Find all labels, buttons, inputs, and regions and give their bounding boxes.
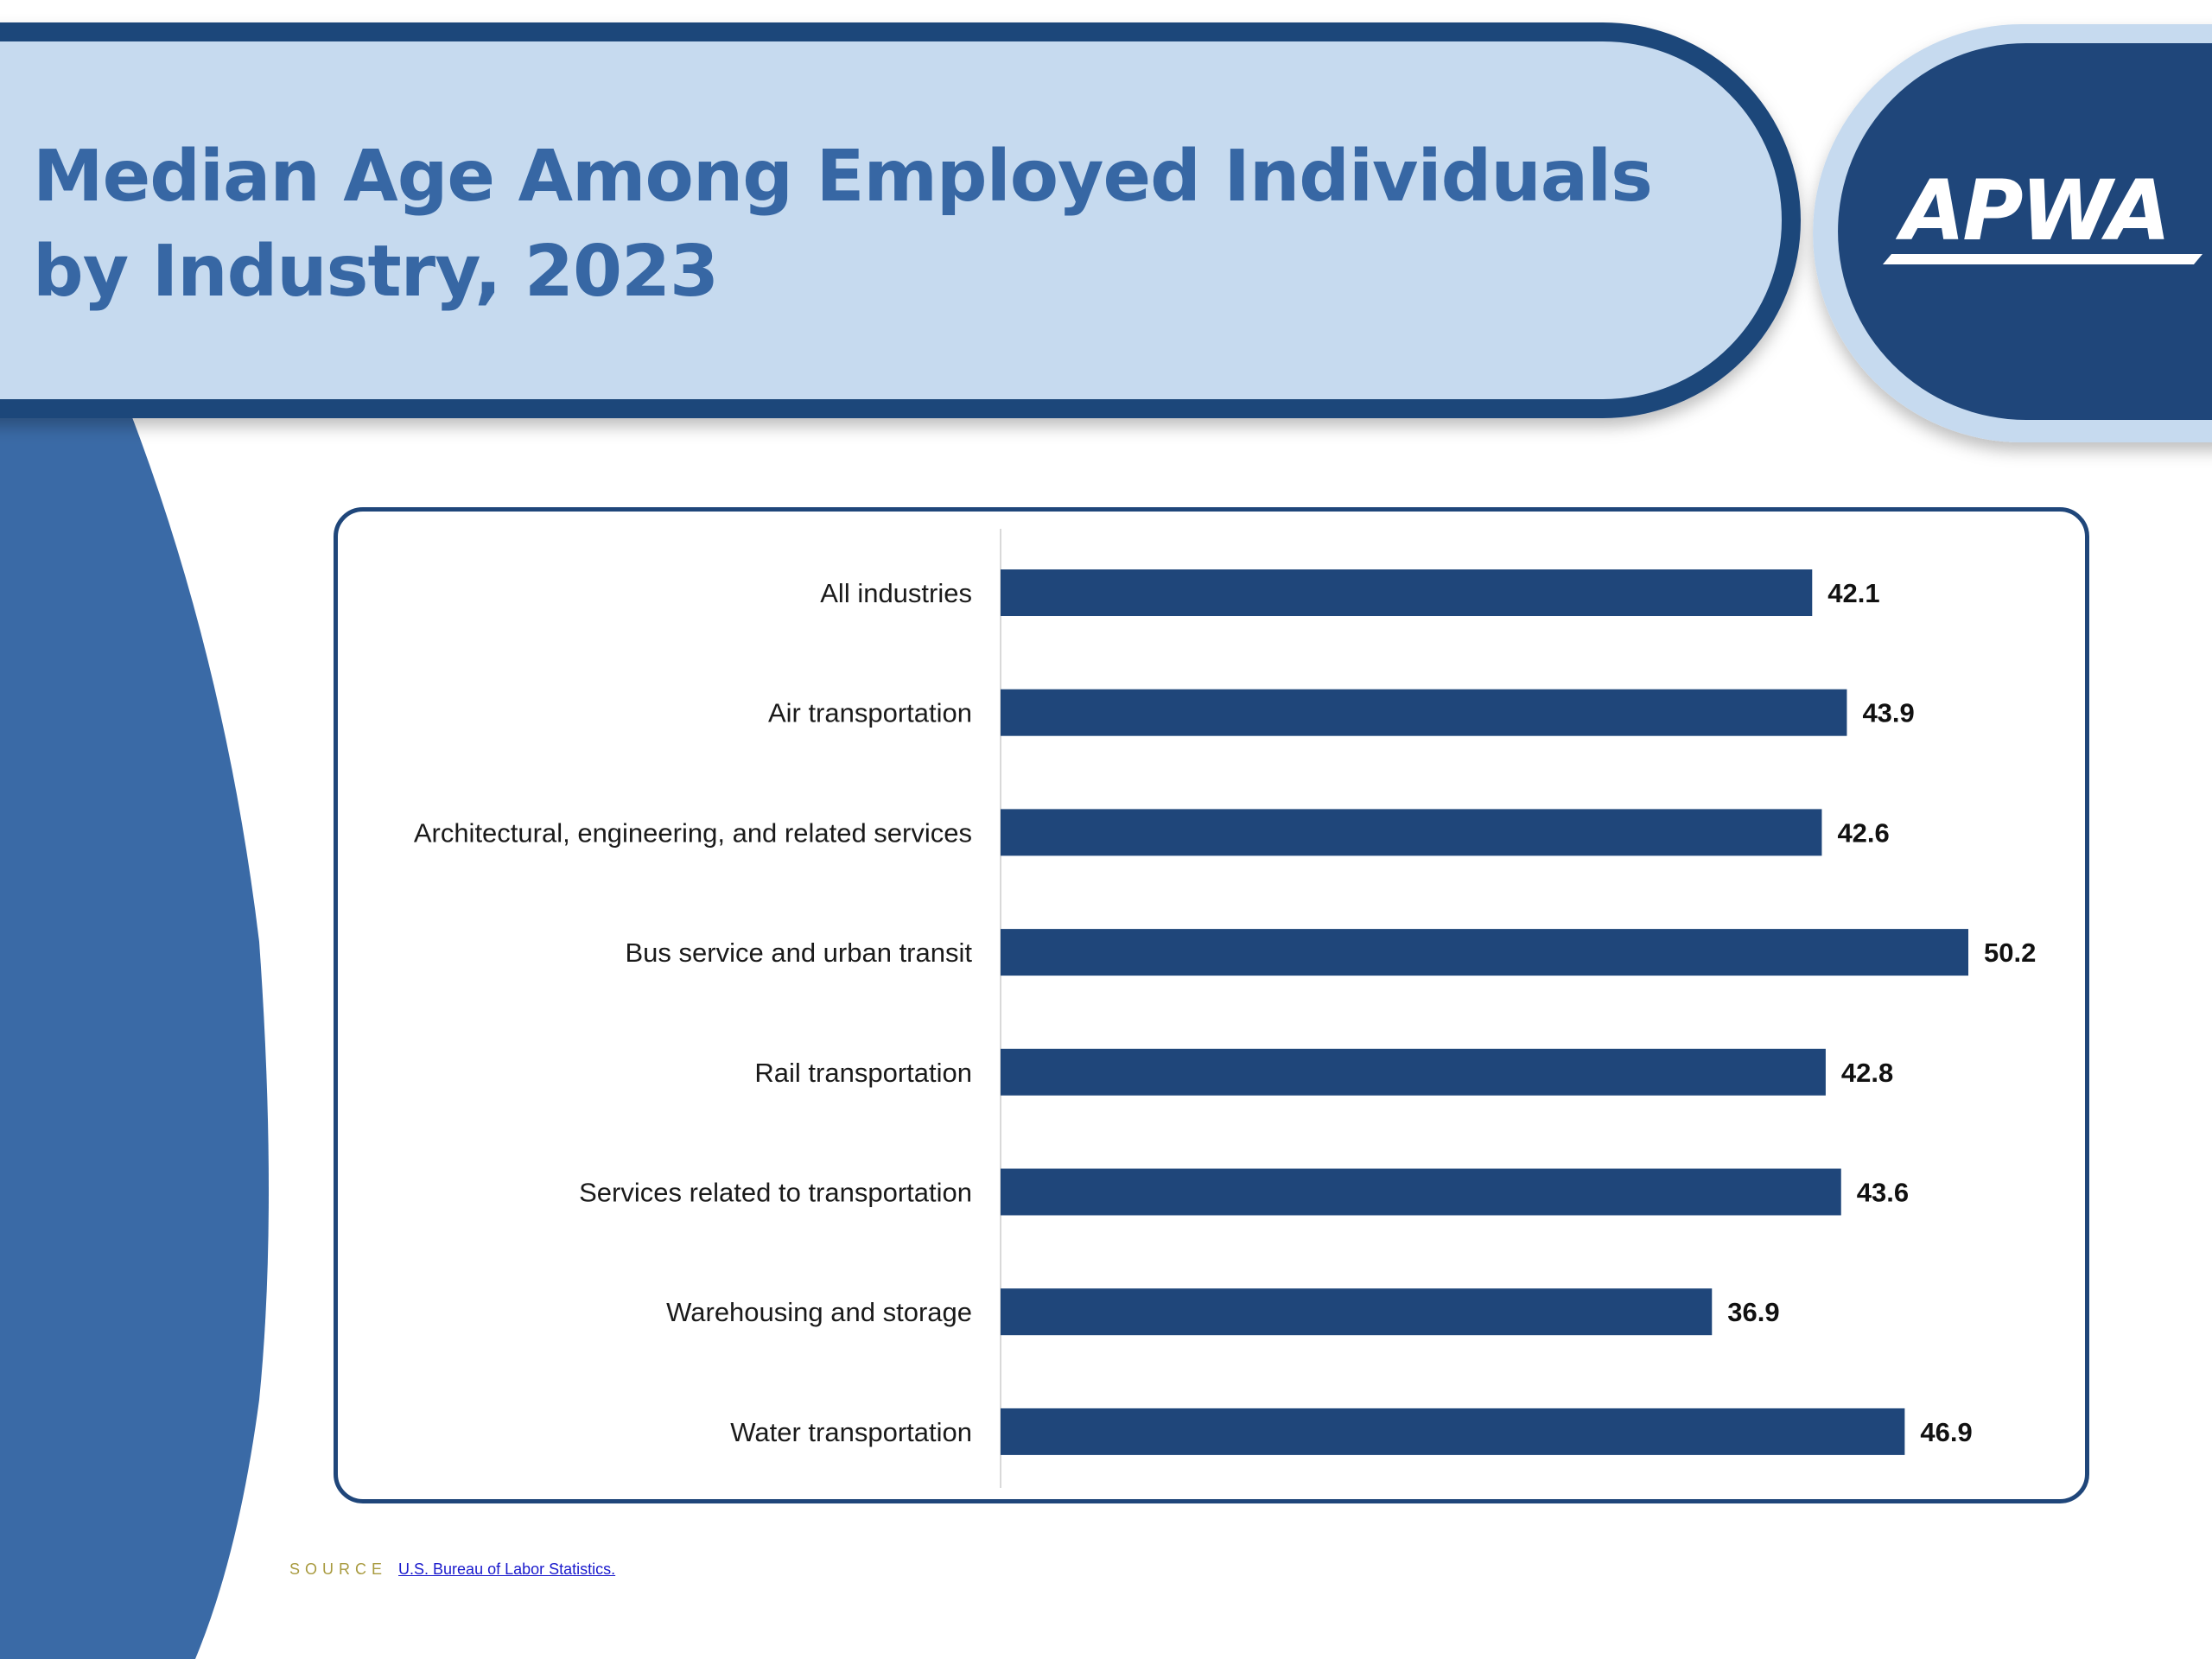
data-label: 43.6 bbox=[1857, 1178, 1909, 1208]
bar bbox=[1001, 1288, 1713, 1336]
data-label: 42.1 bbox=[1827, 578, 1879, 608]
bar bbox=[1001, 809, 1822, 856]
data-label: 43.9 bbox=[1862, 698, 1914, 728]
source-note: SOURCE U.S. Bureau of Labor Statistics. bbox=[289, 1560, 615, 1579]
category-tick-label: Bus service and urban transit bbox=[626, 938, 973, 968]
bar bbox=[1001, 569, 1813, 616]
bar bbox=[1001, 929, 1968, 976]
category-tick-label: Air transportation bbox=[768, 698, 972, 728]
bar bbox=[1001, 1048, 1826, 1096]
data-label: 42.6 bbox=[1837, 817, 1889, 848]
bar-chart: All industries 42.1 Air transportation 43.9… bbox=[414, 529, 2036, 1488]
source-link[interactable]: U.S. Bureau of Labor Statistics. bbox=[398, 1560, 616, 1578]
apwa-logo: APWA bbox=[1901, 162, 2171, 259]
logo-underline bbox=[1882, 254, 2203, 264]
data-label: 46.9 bbox=[1920, 1417, 1972, 1447]
page-title: Median Age Among Employed Individuals by… bbox=[33, 136, 1653, 313]
category-tick-label: Warehousing and storage bbox=[666, 1297, 972, 1327]
chart-frame: All industries 42.1 Air transportation 43.9… bbox=[334, 507, 2089, 1503]
bar bbox=[1001, 1168, 1841, 1216]
category-tick-label: Architectural, engineering, and related … bbox=[414, 817, 972, 848]
left-side-shape bbox=[0, 406, 269, 1659]
category-tick-label: Water transportation bbox=[730, 1417, 972, 1447]
bar bbox=[1001, 1408, 1905, 1455]
data-label: 42.8 bbox=[1841, 1058, 1893, 1088]
data-label: 50.2 bbox=[1984, 938, 2036, 968]
category-tick-label: Rail transportation bbox=[754, 1058, 972, 1088]
logo-badge bbox=[1838, 43, 2212, 420]
category-tick-label: Services related to transportation bbox=[579, 1178, 972, 1208]
bar bbox=[1001, 689, 1847, 736]
category-tick-label: All industries bbox=[820, 578, 972, 608]
source-label: SOURCE bbox=[289, 1560, 388, 1578]
header-banner bbox=[0, 22, 1801, 418]
data-label: 36.9 bbox=[1727, 1297, 1779, 1327]
